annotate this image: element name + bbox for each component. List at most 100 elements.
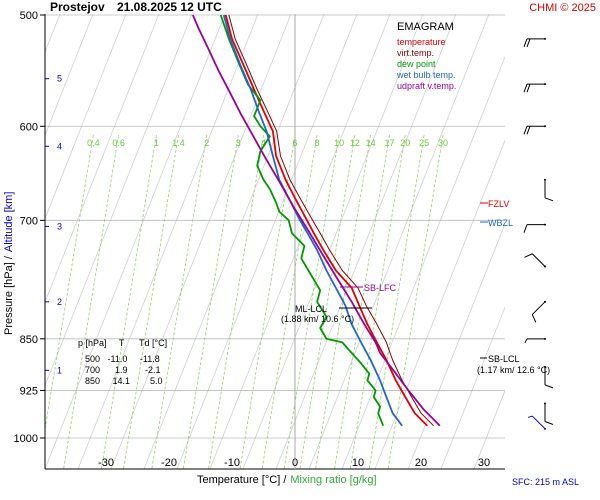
wind-barbs xyxy=(523,37,554,430)
altitude-tick-label: 4 xyxy=(57,141,62,151)
legend: EMAGRAM temperature virt.temp. dew point… xyxy=(396,21,456,91)
mixing-ratio-label: 30 xyxy=(438,138,448,148)
pressure-tick-label: 850 xyxy=(20,334,38,346)
mixing-ratio-label: 25 xyxy=(419,138,429,148)
mixing-ratio-line xyxy=(299,134,356,469)
temperature-tick-labels: -30 -20 -10 0 10 20 30 xyxy=(98,457,490,469)
isobar-grid xyxy=(45,14,505,439)
adiabat-line xyxy=(176,14,358,469)
adiabat-line xyxy=(473,389,505,469)
wind-barb-icon xyxy=(523,223,546,233)
mixing-ratio-line xyxy=(182,134,239,469)
wind-barb-icon xyxy=(544,178,554,202)
station-title: Prostejov xyxy=(50,0,105,14)
mixing-ratio-line xyxy=(208,134,264,469)
table-row: 700 1.9 -2.1 xyxy=(85,365,161,375)
wind-barb-icon xyxy=(523,37,546,48)
adiabat-line xyxy=(308,14,490,469)
sfc-text: SFC: 215 m ASL xyxy=(512,477,579,487)
altitude-tick-label: 5 xyxy=(57,74,62,84)
table-row: 850 14.1 5.0 xyxy=(85,376,163,386)
sb-lfc-marker: SB-LFC xyxy=(340,283,397,293)
wind-barb-icon xyxy=(524,337,546,344)
wind-barb-icon xyxy=(544,365,554,389)
mixing-ratio-line xyxy=(334,134,390,469)
mixing-ratio-line xyxy=(283,134,340,469)
table-row: 500 -11.0 -11.8 xyxy=(85,354,160,364)
altitude-tick-label: 2 xyxy=(57,297,62,307)
mixing-ratio-line xyxy=(261,134,318,469)
ml-lcl-marker: ML-LCL (1.88 km/ 10.6 °C) xyxy=(281,304,372,324)
legend-title: EMAGRAM xyxy=(397,21,454,33)
mixing-ratio-line xyxy=(101,134,157,469)
temperature-tick-label: 0 xyxy=(292,457,298,469)
adiabat-line xyxy=(110,14,292,469)
fzlv-label: FZLV xyxy=(488,199,509,209)
adiabat-line xyxy=(45,14,226,469)
altitude-tick-label: 3 xyxy=(57,221,62,231)
legend-temperature: temperature xyxy=(397,37,446,47)
sounding-table: p [hPa] T Td [°C] 500 -11.0 -11.8 700 1.… xyxy=(78,338,167,386)
wind-barb-icon xyxy=(523,83,546,93)
mixing-ratio-labels: 0.4 0.6 1 1.4 2 3 4 6 8 10 12 14 17 20 25 30 xyxy=(87,138,448,148)
pressure-tick-labels: 500 600 700 850 925 1000 xyxy=(14,10,45,445)
sb-lfc-label: SB-LFC xyxy=(364,283,397,293)
sb-lcl-label: SB-LCL xyxy=(488,354,520,364)
mixing-ratio-line xyxy=(45,134,94,432)
mixing-ratio-label: 17 xyxy=(384,138,394,148)
datetime-title: 21.08.2025 12 UTC xyxy=(117,0,222,14)
sounding-series xyxy=(192,14,441,427)
adiabat-line xyxy=(507,14,600,469)
table-header: p [hPa] T Td [°C] xyxy=(78,338,167,348)
adiabat-line xyxy=(143,14,325,469)
temperature-tick-label: -30 xyxy=(98,457,114,469)
wind-barb-icon xyxy=(544,402,554,425)
pressure-tick-label: 925 xyxy=(20,385,38,397)
adiabat-line xyxy=(45,14,127,220)
series-dew-point xyxy=(219,14,385,427)
wind-barb-icon xyxy=(523,125,546,135)
temperature-tick-label: 20 xyxy=(415,457,427,469)
mixing-ratio-label: 8 xyxy=(315,138,320,148)
mixing-ratio-label: 1 xyxy=(154,138,159,148)
x-axis-label: Temperature [°C] / Mixing ratio [g/kg] xyxy=(197,474,377,486)
adiabat-line xyxy=(77,14,259,469)
wbzl-label: WBZL xyxy=(488,218,513,228)
pressure-tick-label: 500 xyxy=(20,10,38,22)
fzlv-marker: FZLV xyxy=(480,199,509,209)
mixing-ratio-label: 0.6 xyxy=(112,138,125,148)
series-virt-temp xyxy=(228,14,434,427)
mixing-ratio-label: 1.4 xyxy=(172,138,185,148)
mixing-ratio-grid xyxy=(45,134,444,469)
mixing-ratio-label: 6 xyxy=(292,138,297,148)
adiabat-line xyxy=(45,14,160,304)
adiabat-line xyxy=(275,14,457,469)
adiabat-line xyxy=(540,14,600,469)
mixing-ratio-label: 3 xyxy=(236,138,241,148)
credit-text: CHMI © 2025 xyxy=(529,2,596,14)
mixing-ratio-label: 20 xyxy=(400,138,410,148)
series-wet-bulb-temp xyxy=(222,14,403,427)
legend-wet-bulb: wet bulb temp. xyxy=(396,70,456,80)
series-temperature xyxy=(224,14,428,427)
adiabat-line xyxy=(45,14,193,387)
adiabat-line xyxy=(407,222,505,469)
pressure-tick-label: 1000 xyxy=(14,433,38,445)
adiabat-line xyxy=(45,14,94,137)
sb-lcl-marker: SB-LCL (1.17 km/ 12.6 °C) xyxy=(477,354,550,375)
sb-lcl-detail: (1.17 km/ 12.6 °C) xyxy=(477,365,550,375)
dry-adiabat-grid xyxy=(45,14,600,469)
mixing-ratio-label: 2 xyxy=(204,138,209,148)
altitude-tick-label: 1 xyxy=(57,365,62,375)
mixing-ratio-line xyxy=(349,134,406,469)
pressure-tick-label: 600 xyxy=(20,121,38,133)
legend-updraft: udpraft v.temp. xyxy=(397,81,456,91)
mixing-ratio-line xyxy=(387,134,444,469)
adiabat-line xyxy=(440,306,505,469)
mixing-ratio-line xyxy=(151,134,208,469)
mixing-ratio-line xyxy=(63,134,119,469)
legend-dew-point: dew point xyxy=(397,59,436,69)
temperature-tick-label: 10 xyxy=(352,457,364,469)
mixing-ratio-label: 12 xyxy=(350,138,360,148)
pressure-tick-label: 700 xyxy=(20,215,38,227)
